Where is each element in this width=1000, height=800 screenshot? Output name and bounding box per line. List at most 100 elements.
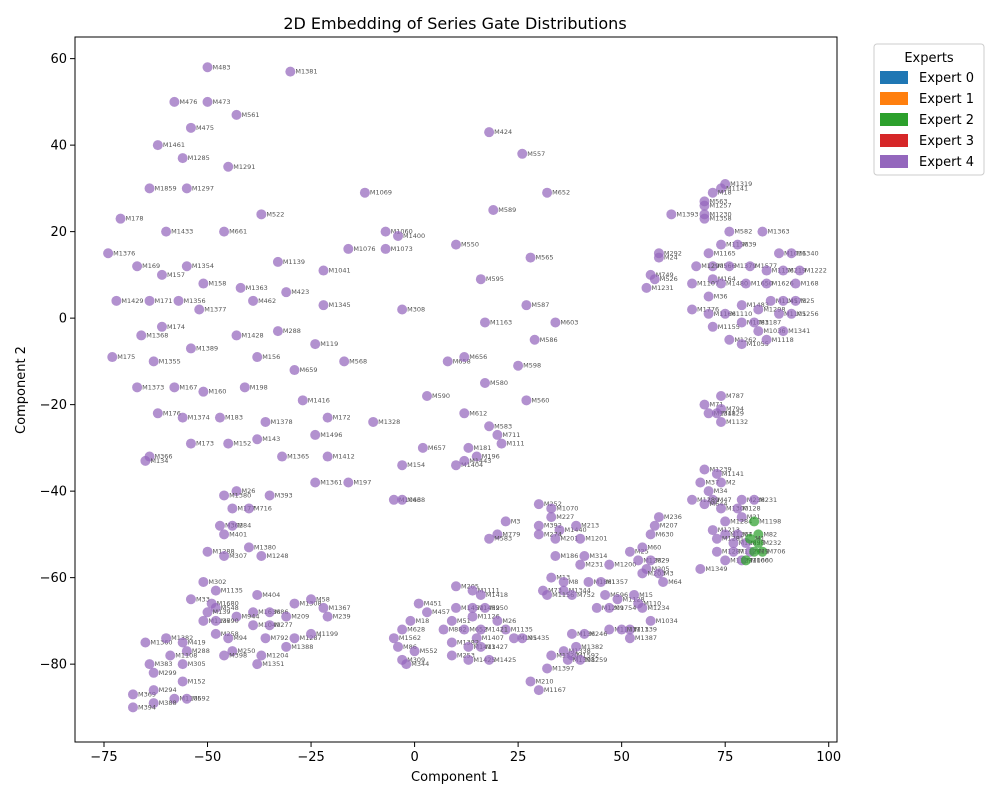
point-label: M1222	[805, 267, 827, 275]
data-point	[256, 650, 267, 661]
point-label: M424	[494, 128, 512, 136]
x-axis-label: Component 1	[411, 770, 499, 785]
point-label: M1382	[581, 643, 603, 651]
legend-swatch	[880, 113, 908, 126]
x-tick-label: −25	[297, 750, 324, 765]
data-point	[260, 633, 271, 644]
data-point	[173, 295, 184, 306]
point-label: M1201	[585, 535, 607, 543]
data-point	[451, 239, 461, 250]
data-point	[703, 308, 714, 319]
point-label: M82	[763, 530, 777, 538]
data-point	[707, 187, 718, 198]
data-point	[248, 620, 259, 631]
point-label: M1354	[192, 262, 214, 270]
point-label: M657	[428, 444, 446, 452]
point-label: M388	[159, 699, 177, 707]
point-label: M1132	[726, 418, 748, 426]
data-point	[778, 295, 789, 306]
point-label: M196	[482, 453, 500, 461]
point-label: M1374	[188, 414, 210, 422]
point-label: M598	[523, 362, 541, 370]
data-point	[181, 693, 192, 704]
data-point	[554, 525, 565, 536]
data-point	[310, 429, 321, 440]
data-point	[716, 503, 727, 514]
point-label: M1388	[291, 643, 313, 651]
point-label: M253	[457, 651, 475, 659]
point-label: M366	[155, 453, 173, 461]
data-point	[637, 568, 648, 579]
data-point	[198, 615, 209, 626]
data-point	[446, 615, 457, 626]
data-point	[645, 615, 656, 626]
point-label: M239	[333, 613, 351, 621]
data-point	[177, 637, 188, 648]
data-point	[306, 594, 317, 605]
point-label: M580	[490, 379, 508, 387]
point-label: M207	[660, 522, 678, 530]
point-label: M592	[192, 695, 210, 703]
data-point	[604, 624, 615, 635]
data-point	[239, 382, 250, 393]
data-point	[285, 66, 296, 77]
point-label: M1155	[718, 323, 740, 331]
data-point	[732, 529, 743, 540]
x-tick-label: 100	[816, 750, 841, 765]
data-point	[542, 589, 553, 600]
point-label: M638	[407, 496, 425, 504]
data-point	[550, 551, 561, 562]
point-label: M152	[188, 677, 206, 685]
data-point	[380, 226, 391, 237]
data-point	[446, 650, 457, 661]
legend-label: Expert 3	[919, 134, 974, 149]
point-label: M1348	[714, 409, 736, 417]
point-label: M4	[743, 530, 753, 538]
data-point	[703, 408, 714, 419]
point-label: M1198	[759, 517, 781, 525]
data-point	[475, 589, 486, 600]
data-point	[210, 585, 221, 596]
data-point	[484, 654, 495, 665]
point-label: M423	[291, 288, 309, 296]
data-point	[306, 628, 317, 639]
data-point	[161, 226, 172, 237]
point-label: M195	[519, 634, 537, 642]
point-label: M790	[221, 617, 239, 625]
point-label: M8	[569, 578, 579, 586]
data-point	[405, 615, 416, 626]
point-label: M64	[668, 578, 682, 586]
data-point	[736, 317, 747, 328]
data-point	[397, 304, 408, 315]
point-label: M1060	[747, 556, 769, 564]
data-point	[716, 278, 727, 289]
data-point	[181, 183, 192, 194]
point-label: M186	[560, 552, 578, 560]
y-tick-label: −60	[40, 571, 67, 586]
legend-entries: Expert 0 Expert 1 Expert 2 Expert 3 Expert 4	[880, 71, 974, 170]
data-point	[318, 300, 329, 311]
point-label: M1139	[635, 626, 657, 634]
point-label: M1421	[486, 626, 508, 634]
point-label: M1199	[316, 630, 338, 638]
point-label: M1248	[266, 552, 288, 560]
legend-swatch	[880, 92, 908, 105]
point-label: M595	[486, 275, 504, 283]
point-label: M644	[709, 500, 727, 508]
data-point	[156, 269, 167, 280]
data-point	[546, 512, 557, 523]
point-label: M1135	[221, 587, 243, 595]
point-label: M401	[229, 530, 247, 538]
data-point	[231, 330, 242, 341]
point-label: M1433	[171, 228, 193, 236]
data-point	[513, 360, 524, 371]
data-point	[185, 122, 196, 133]
data-point	[198, 386, 209, 397]
data-point	[790, 278, 801, 289]
data-point	[716, 390, 727, 401]
data-point	[720, 529, 731, 540]
point-label: M232	[763, 539, 781, 547]
point-label: M1376	[113, 249, 135, 257]
data-point	[202, 546, 213, 557]
data-point	[289, 598, 300, 609]
